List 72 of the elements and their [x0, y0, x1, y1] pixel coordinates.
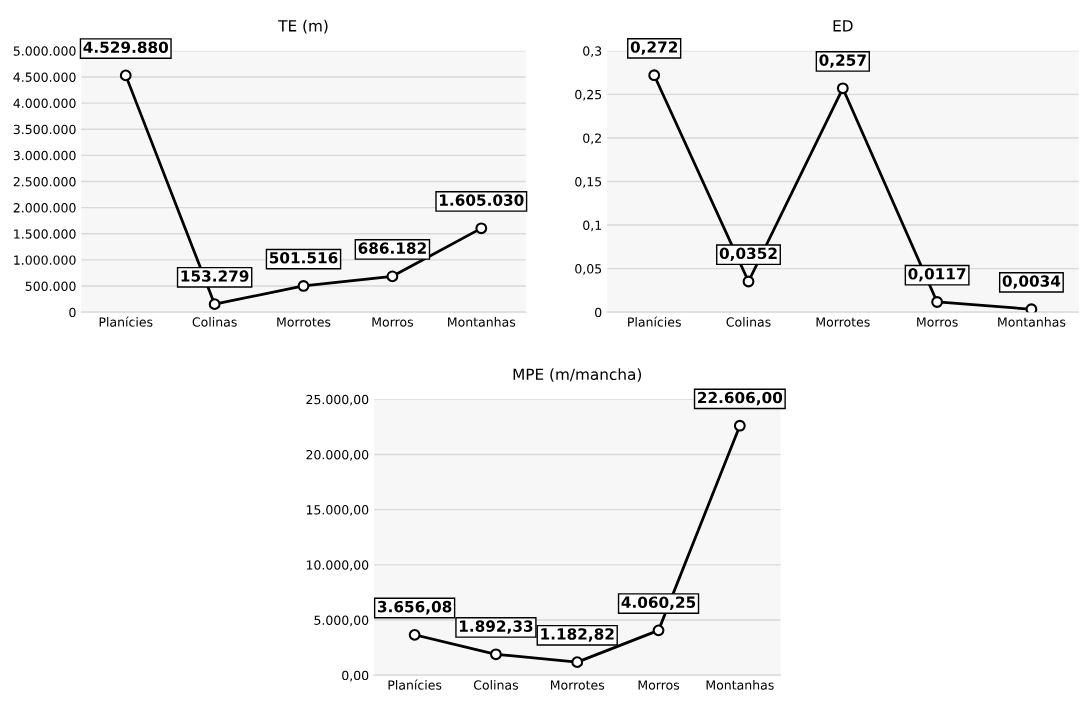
- y-tick-label: 3.500.000: [13, 124, 76, 135]
- chart-title: TE (m): [278, 19, 328, 34]
- x-tick-label: Morrotes: [277, 317, 331, 327]
- y-tick-label: 2.000.000: [13, 203, 76, 213]
- point: [490, 648, 502, 661]
- y-tick-label: 0: [595, 307, 602, 318]
- x-tick-label: Colinas: [192, 317, 237, 327]
- y-tick-label: 0,3: [583, 46, 602, 58]
- y-tick-label: 4.000.000: [13, 98, 76, 109]
- chart-title: ED: [833, 20, 853, 32]
- y-tick-label: 500.000: [25, 281, 76, 291]
- point: [652, 624, 665, 637]
- y-tick-label: 0,2: [583, 133, 601, 145]
- x-tick-label: Morrotes: [816, 317, 870, 327]
- point: [733, 419, 746, 432]
- point: [386, 270, 399, 283]
- data-label: 686.182: [358, 242, 426, 254]
- data-label: 0,0117: [908, 268, 966, 282]
- y-tick-label: 1.000.000: [14, 255, 76, 265]
- data-label: 1.892,33: [459, 620, 533, 634]
- x-tick-label: Morrotes: [550, 680, 605, 690]
- y-tick-label: 0,15: [575, 176, 602, 188]
- y-tick-label: 1.500.000: [14, 229, 76, 239]
- x-tick-label: Morros: [638, 680, 680, 690]
- point: [119, 69, 132, 82]
- data-label: 153.279: [181, 270, 249, 282]
- x-tick-label: Morros: [917, 317, 958, 327]
- x-tick-label: Montanhas: [448, 317, 516, 327]
- y-tick-label: 20.000,00: [306, 449, 369, 461]
- x-tick-label: Planícies: [99, 316, 153, 327]
- x-tick-label: Colinas: [473, 680, 519, 690]
- data-label: 0,0352: [719, 247, 777, 262]
- point: [931, 296, 944, 308]
- y-tick-label: 0,25: [575, 89, 602, 101]
- y-tick-label: 25.000,00: [306, 394, 369, 406]
- x-tick-label: Montanhas: [998, 317, 1066, 327]
- point: [742, 275, 755, 288]
- y-tick-label: 5.000,00: [314, 615, 369, 627]
- data-label: 4.060,25: [621, 596, 696, 610]
- y-tick-label: 10.000,00: [306, 560, 369, 572]
- data-label: 0,257: [819, 54, 866, 68]
- x-tick-label: Colinas: [726, 317, 771, 327]
- data-label: 3.656,08: [377, 600, 452, 615]
- point: [208, 298, 221, 311]
- point: [408, 628, 421, 641]
- data-label: 1.182,82: [541, 628, 614, 642]
- point: [571, 656, 584, 669]
- data-label: 4.529.880: [83, 41, 169, 53]
- y-tick-label: 0: [69, 307, 76, 318]
- x-tick-label: Montanhas: [706, 680, 774, 690]
- x-tick-label: Planícies: [628, 316, 681, 327]
- y-tick-label: 3.000.000: [13, 150, 76, 161]
- y-tick-label: 5.000.000: [13, 46, 76, 56]
- point: [475, 222, 488, 235]
- point: [297, 280, 310, 292]
- data-label: 0,0034: [1002, 275, 1061, 289]
- y-tick-label: 0,1: [583, 220, 602, 232]
- y-tick-label: 2.500.000: [13, 176, 76, 187]
- point: [836, 82, 849, 95]
- point: [1025, 303, 1038, 313]
- y-tick-label: 0,00: [342, 670, 369, 682]
- data-label: 1.605.030: [440, 194, 524, 206]
- data-label: 0,272: [630, 41, 678, 55]
- data-label: 501.516: [269, 252, 338, 264]
- x-tick-label: Planícies: [388, 679, 442, 690]
- point: [648, 69, 661, 82]
- y-tick-label: 0,05: [575, 264, 602, 275]
- chart-title: MPE (m/mancha): [513, 368, 642, 382]
- y-tick-label: 15.000,00: [306, 505, 369, 516]
- data-label: 22.606,00: [698, 391, 783, 406]
- x-tick-label: Morros: [372, 317, 413, 327]
- y-tick-label: 4.500.000: [13, 72, 76, 82]
